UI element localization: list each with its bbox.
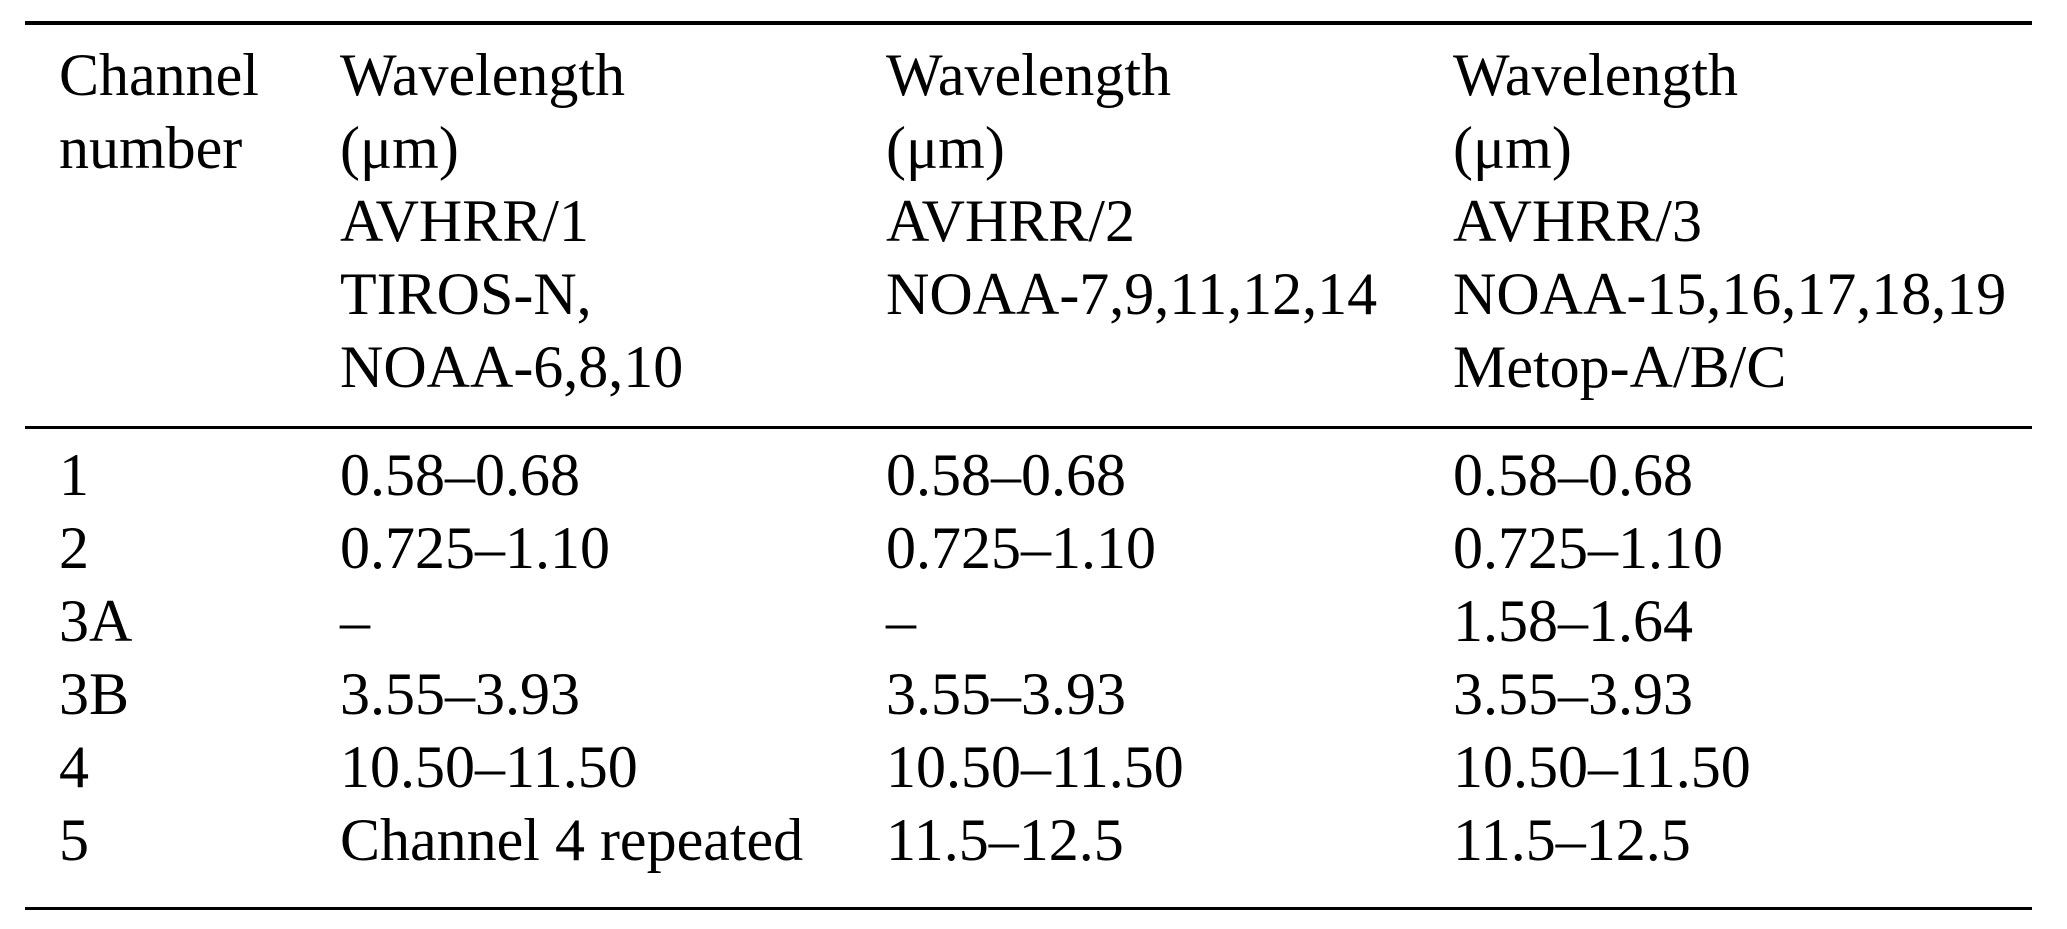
table-cell-avhrr2: 0.725–1.10 [886, 515, 1156, 581]
table-header: Channel number Wavelength (μm) AVHRR/1 T… [25, 25, 2032, 426]
table-cell-channel: 1 [59, 442, 89, 508]
table-cell-channel: 5 [59, 807, 89, 873]
table-cell-channel: 3A [59, 588, 133, 654]
table-cell-avhrr1: 0.725–1.10 [340, 515, 610, 581]
wavelength-table: Channel number Wavelength (μm) AVHRR/1 T… [25, 21, 2032, 910]
header-cell-avhrr3: Wavelength (μm) AVHRR/3 NOAA-15,16,17,18… [1453, 42, 2007, 400]
table-row: 3B 3.55–3.93 3.55–3.93 3.55–3.93 [25, 658, 2032, 731]
header-cell-avhrr2: Wavelength (μm) AVHRR/2 NOAA-7,9,11,12,1… [886, 42, 1378, 327]
table-cell-avhrr3: 0.58–0.68 [1453, 442, 1693, 508]
table-cell-avhrr3: 10.50–11.50 [1453, 734, 1751, 800]
table-cell-avhrr3: 11.5–12.5 [1453, 807, 1691, 873]
mid-rule [25, 426, 2032, 429]
table-cell-avhrr1: Channel 4 repeated [340, 807, 804, 873]
table-cell-avhrr3: 0.725–1.10 [1453, 515, 1723, 581]
header-cell-channel-number: Channel number [59, 42, 259, 181]
table-cell-avhrr2: 3.55–3.93 [886, 661, 1126, 727]
table-cell-channel: 4 [59, 734, 89, 800]
table-cell-avhrr1: 3.55–3.93 [340, 661, 580, 727]
table-cell-channel: 3B [59, 661, 130, 727]
table-row: 3A – – 1.58–1.64 [25, 585, 2032, 658]
bottom-rule [25, 907, 2032, 910]
table-cell-channel: 2 [59, 515, 89, 581]
table-body: 1 0.58–0.68 0.58–0.68 0.58–0.68 2 0.725–… [25, 429, 2032, 907]
table-cell-avhrr2: 0.58–0.68 [886, 442, 1126, 508]
table-cell-avhrr2: 11.5–12.5 [886, 807, 1124, 873]
header-cell-avhrr1: Wavelength (μm) AVHRR/1 TIROS-N, NOAA-6,… [340, 42, 684, 400]
table-cell-avhrr1: – [340, 588, 370, 654]
table-cell-avhrr2: – [886, 588, 916, 654]
table-cell-avhrr3: 3.55–3.93 [1453, 661, 1693, 727]
top-rule [25, 21, 2032, 25]
table-cell-avhrr3: 1.58–1.64 [1453, 588, 1693, 654]
table-cell-avhrr1: 10.50–11.50 [340, 734, 638, 800]
table-header-row: Channel number Wavelength (μm) AVHRR/1 T… [25, 39, 2032, 404]
table-row: 1 0.58–0.68 0.58–0.68 0.58–0.68 [25, 439, 2032, 512]
table-cell-avhrr1: 0.58–0.68 [340, 442, 580, 508]
table-row: 5 Channel 4 repeated 11.5–12.5 11.5–12.5 [25, 804, 2032, 877]
table-row: 4 10.50–11.50 10.50–11.50 10.50–11.50 [25, 731, 2032, 804]
table-cell-avhrr2: 10.50–11.50 [886, 734, 1184, 800]
table-row: 2 0.725–1.10 0.725–1.10 0.725–1.10 [25, 512, 2032, 585]
